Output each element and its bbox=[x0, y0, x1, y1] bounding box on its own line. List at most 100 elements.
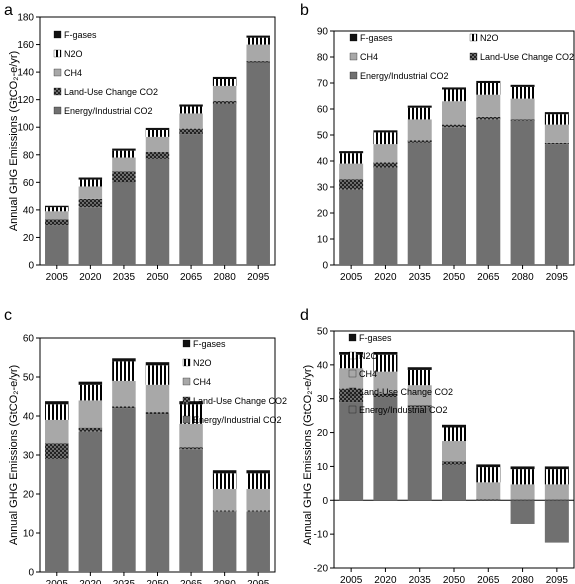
bar-n2o-2095 bbox=[246, 473, 270, 489]
bar-landuse-2050 bbox=[442, 461, 466, 465]
bar-ch4-2065 bbox=[179, 423, 203, 448]
legend-label-landuse: Land-Use Change CO2 bbox=[64, 87, 158, 97]
bar-n2o-2005 bbox=[45, 404, 69, 420]
bar-ch4-2005 bbox=[339, 163, 364, 180]
bar-landuse-2020 bbox=[78, 198, 103, 208]
legend-label-n2o: N2O bbox=[359, 351, 378, 361]
x-tick-label: 2020 bbox=[374, 272, 397, 283]
bar-n2o-2035 bbox=[112, 361, 136, 381]
bar-n2o-2050 bbox=[442, 89, 466, 102]
y-tick-label: 50 bbox=[317, 131, 329, 142]
legend-label-fgases: F-gases bbox=[359, 333, 392, 343]
bar-fgases-2050 bbox=[442, 87, 466, 90]
bar-energy-2080 bbox=[510, 120, 535, 265]
bar-energy-2065 bbox=[179, 134, 203, 265]
bar-landuse-2050 bbox=[442, 124, 466, 128]
y-tick-label: 50 bbox=[317, 327, 329, 338]
x-tick-label: 2065 bbox=[477, 575, 500, 584]
x-tick-label: 2005 bbox=[340, 272, 363, 283]
x-tick-label: 2050 bbox=[146, 579, 169, 584]
y-tick-label: 100 bbox=[17, 123, 34, 134]
bar-energy-2050 bbox=[442, 464, 466, 501]
legend-label-landuse: Land-Use Change CO2 bbox=[359, 387, 453, 397]
x-tick-label: 2095 bbox=[247, 579, 270, 584]
legend-swatch-n2o bbox=[348, 351, 357, 360]
bar-n2o-2050 bbox=[442, 427, 466, 442]
y-tick-label: 70 bbox=[317, 79, 329, 90]
y-tick-label: 80 bbox=[23, 150, 35, 161]
bar-landuse-2065 bbox=[179, 128, 203, 135]
x-tick-label: 2065 bbox=[180, 272, 203, 283]
bar-fgases-2080 bbox=[510, 466, 535, 470]
x-tick-label: 2095 bbox=[546, 272, 569, 283]
bar-landuse-2035 bbox=[407, 405, 432, 408]
legend-swatch-fgases bbox=[348, 333, 357, 342]
x-tick-label: 2020 bbox=[79, 272, 102, 283]
bar-landuse-2080 bbox=[510, 499, 535, 501]
bar-energy-2020 bbox=[373, 397, 398, 501]
bar-energy-2035 bbox=[112, 182, 136, 265]
x-tick-label: 2050 bbox=[443, 575, 466, 584]
bar-landuse-2080 bbox=[212, 510, 237, 512]
bar-energy-2035 bbox=[407, 407, 432, 501]
y-tick-label: 160 bbox=[17, 40, 34, 51]
bar-fgases-2005 bbox=[45, 205, 69, 208]
legend-label-landuse: Land-Use Change CO2 bbox=[480, 52, 574, 62]
bar-energy-2095 bbox=[246, 62, 270, 265]
bar-energy-2080 bbox=[510, 500, 535, 524]
bar-ch4-2035 bbox=[407, 385, 432, 406]
bar-landuse-2035 bbox=[112, 406, 136, 409]
bar-landuse-2005 bbox=[339, 179, 364, 190]
bar-n2o-2080 bbox=[212, 79, 237, 86]
bar-fgases-2065 bbox=[179, 104, 203, 107]
bar-n2o-2035 bbox=[407, 369, 432, 386]
legend-swatch-energy bbox=[53, 106, 62, 115]
bar-fgases-2080 bbox=[212, 470, 237, 474]
bar-ch4-2035 bbox=[112, 157, 136, 172]
bar-landuse-2050 bbox=[145, 152, 170, 159]
bar-ch4-2005 bbox=[45, 211, 69, 220]
legend-swatch-fgases bbox=[182, 339, 191, 348]
legend-swatch-energy bbox=[349, 71, 358, 80]
legend-label-ch4: CH4 bbox=[359, 369, 377, 379]
y-tick-label: 60 bbox=[317, 105, 329, 116]
y-tick-label: 10 bbox=[23, 529, 35, 540]
panel-letter: b bbox=[300, 2, 309, 19]
y-tick-label: 0 bbox=[322, 496, 328, 507]
bar-ch4-2035 bbox=[407, 119, 432, 141]
bar-n2o-2095 bbox=[544, 469, 569, 485]
y-tick-label: 180 bbox=[17, 13, 34, 24]
x-tick-label: 2080 bbox=[511, 272, 534, 283]
bar-ch4-2065 bbox=[476, 482, 501, 500]
bar-energy-2020 bbox=[78, 431, 103, 572]
bar-n2o-2050 bbox=[145, 365, 170, 385]
bar-n2o-2005 bbox=[339, 354, 364, 369]
bar-landuse-2065 bbox=[179, 447, 203, 450]
legend-swatch-energy bbox=[348, 405, 357, 414]
bar-fgases-2020 bbox=[78, 177, 103, 180]
bar-ch4-2020 bbox=[373, 371, 398, 394]
legend-swatch-ch4 bbox=[349, 52, 358, 61]
legend: F-gases N2O CH4 Land-Use Change CO2 Energy/I… bbox=[53, 30, 158, 116]
bar-landuse-2065 bbox=[476, 116, 501, 120]
y-tick-label: 30 bbox=[317, 183, 329, 194]
bar-energy-2035 bbox=[112, 408, 136, 572]
x-tick-label: 2035 bbox=[409, 272, 432, 283]
bar-n2o-2020 bbox=[373, 354, 398, 372]
y-axis-label: Annual GHG Emissions (GtCO₂-e/yr) bbox=[8, 365, 20, 545]
bar-landuse-2020 bbox=[373, 393, 398, 398]
x-tick-label: 2005 bbox=[46, 579, 69, 584]
bar-energy-2095 bbox=[544, 144, 569, 265]
legend-swatch-energy bbox=[182, 415, 191, 424]
bar-n2o-2080 bbox=[510, 86, 535, 99]
bar-energy-2065 bbox=[179, 449, 203, 572]
panel-letter: c bbox=[4, 307, 12, 324]
y-tick-label: 20 bbox=[317, 209, 329, 220]
x-tick-label: 2080 bbox=[511, 575, 534, 584]
bar-energy-2035 bbox=[407, 142, 432, 265]
bar-energy-2005 bbox=[45, 225, 69, 265]
bar-energy-2080 bbox=[212, 103, 237, 265]
y-tick-label: 40 bbox=[317, 360, 329, 371]
bar-landuse-2095 bbox=[544, 499, 569, 501]
